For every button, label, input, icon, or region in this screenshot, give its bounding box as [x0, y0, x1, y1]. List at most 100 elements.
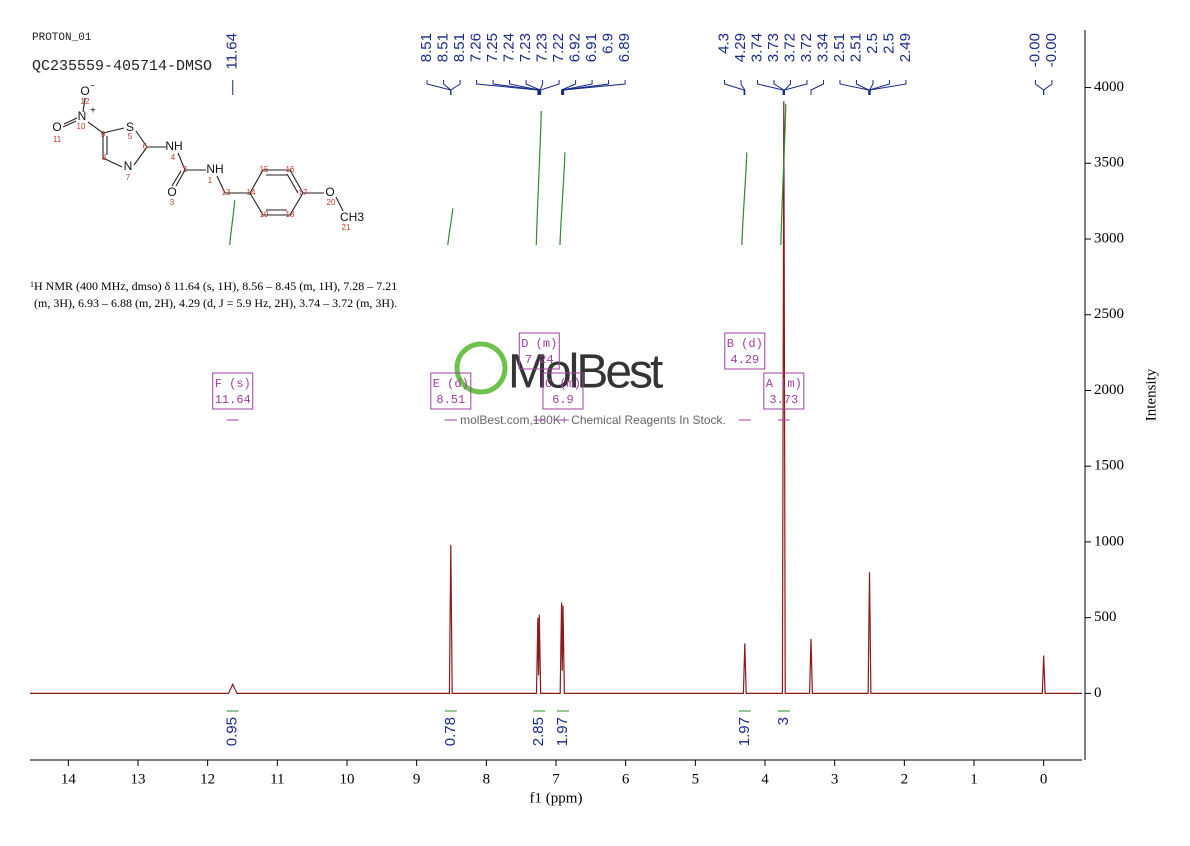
x-tick-label: 10	[339, 771, 354, 787]
atom-number: 5	[128, 132, 133, 141]
peak-label: 2.51	[831, 33, 848, 62]
atom-number: 14	[247, 188, 256, 197]
charge: -	[91, 81, 94, 92]
atom-label: N	[124, 159, 133, 173]
multiplet-box	[212, 372, 254, 410]
peak-label: 2.49	[897, 33, 914, 62]
multiplet-box	[518, 332, 560, 370]
atom-number: 15	[260, 165, 269, 174]
peak-label: 4.3	[715, 33, 732, 54]
peak-label: 3.34	[814, 33, 831, 62]
multiplet-label: D (m)	[521, 337, 557, 351]
peak-label: 7.24	[501, 33, 518, 62]
atom-number: 11	[53, 135, 62, 144]
integral-curve	[535, 111, 542, 246]
x-tick-label: 3	[831, 771, 839, 787]
x-tick-label: 0	[1040, 771, 1048, 787]
spectrum	[30, 101, 1082, 694]
description-box: H NMR (400 MHz, dmso) δ 11.64 (s, 1H), 8…	[34, 279, 398, 310]
integral-label: 0.78	[442, 717, 459, 746]
peak-label: 11.64	[224, 33, 241, 69]
y-tick-label: 4000	[1094, 79, 1124, 95]
watermark-logo	[454, 341, 508, 395]
x-tick-label: 13	[130, 771, 145, 787]
y-tick-label: 3000	[1094, 230, 1124, 246]
isotope: 1	[30, 280, 34, 289]
description: H NMR (400 MHz, dmso) δ 11.64 (s, 1H), 8…	[34, 279, 398, 310]
peak-connector	[561, 80, 577, 95]
atom-number: 21	[342, 223, 351, 232]
multiplet-box	[724, 332, 766, 370]
x-tick-label: 9	[413, 771, 421, 787]
y-tick-label: 3500	[1094, 155, 1124, 171]
peak-label: 4.29	[732, 33, 749, 62]
peak-label: 2.5	[864, 33, 881, 54]
charge: +	[90, 106, 96, 117]
y-tick-label: 2500	[1094, 306, 1124, 322]
x-tick-label: 11	[270, 771, 284, 787]
multiplet-label: A (m)	[766, 377, 802, 391]
atom-number: 6	[143, 142, 148, 151]
peak-label: 3.73	[765, 33, 782, 62]
watermark-note: molBest.com,180K+ Chemical Reagents In S…	[460, 413, 726, 427]
peak-connector	[810, 80, 824, 95]
multiplet-shift: 7.24	[525, 353, 554, 367]
integral-curve	[229, 200, 236, 246]
x-tick-label: 8	[483, 771, 491, 787]
multiplet-shift: 3.73	[769, 393, 798, 407]
x-tick-label: 14	[61, 771, 77, 787]
peak-connector	[540, 80, 560, 95]
peak-connector	[773, 80, 785, 95]
atom-number: 4	[171, 153, 176, 162]
x-tick-label: 6	[622, 771, 630, 787]
multiplet-label: B (d)	[727, 337, 763, 351]
peak-connector	[784, 80, 808, 95]
peak-label: -0.00	[1026, 33, 1043, 67]
x-tick-label: 2	[901, 771, 909, 787]
peak-label: 7.23	[517, 33, 534, 62]
peak-connector	[1043, 80, 1053, 95]
y-tick-label: 0	[1094, 685, 1102, 701]
peak-connector	[869, 80, 907, 95]
y-tick-label: 1500	[1094, 458, 1124, 474]
atom-number: 2	[183, 165, 188, 174]
integral-curve	[741, 152, 748, 246]
peak-label: 3.74	[748, 33, 765, 62]
structure-bonds	[62, 97, 344, 216]
peak-label: 6.89	[616, 33, 633, 62]
peak-connector	[492, 80, 540, 95]
peak-label: 7.26	[468, 33, 485, 62]
experiment: PROTON_01	[32, 32, 92, 44]
peak-connector	[450, 80, 461, 95]
atom-number: 17	[299, 188, 308, 197]
atom-number: 13	[222, 188, 231, 197]
sample: QC235559-405714-DMSO	[32, 58, 212, 75]
atom-number: 10	[77, 122, 86, 131]
peak-label: 8.51	[451, 33, 468, 62]
peak-label: 6.92	[567, 33, 584, 62]
x-tick-label: 12	[200, 771, 215, 787]
atom-number: 1	[208, 176, 213, 185]
y-tick-label: 500	[1094, 609, 1117, 625]
peak-connector	[563, 80, 626, 95]
multiplet-box	[542, 372, 584, 410]
atom-number: 16	[286, 165, 295, 174]
integral-curve	[559, 152, 566, 246]
integral-label: 0.95	[224, 717, 241, 746]
atom-label: O	[325, 185, 334, 199]
peak-label: 7.22	[550, 33, 567, 62]
atom-label: CH3	[340, 210, 364, 224]
peak-connector	[509, 80, 540, 95]
x-tick-label: 7	[552, 771, 560, 787]
multiplet-shift: 11.64	[215, 393, 251, 407]
peak-label: 6.9	[600, 33, 617, 54]
peak-connector	[756, 80, 784, 95]
integral-label: 2.85	[530, 717, 547, 746]
x-tick-label: 5	[692, 771, 700, 787]
integral-curve	[447, 208, 454, 246]
atom-number: 8	[102, 153, 107, 162]
atom-label: O	[167, 185, 176, 199]
multiplet-shift: 6.9	[552, 393, 574, 407]
atom-number: 20	[327, 198, 336, 207]
